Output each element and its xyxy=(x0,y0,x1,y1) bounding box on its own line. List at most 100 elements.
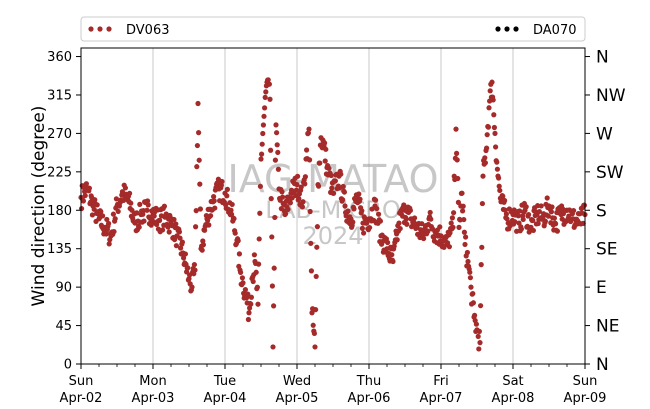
data-point-dv063 xyxy=(254,284,260,290)
x-tick-day: Sun xyxy=(573,374,598,389)
data-point-dv063 xyxy=(475,333,481,340)
data-point-dv063 xyxy=(453,126,459,132)
x-tick-day: Thu xyxy=(356,374,381,389)
data-point-dv063 xyxy=(265,77,271,83)
compass-axis: N NE E SE S SW W NW N xyxy=(585,48,626,375)
x-tick-date: Apr-09 xyxy=(564,391,607,406)
data-point-dv063 xyxy=(268,196,274,202)
data-point-dv063 xyxy=(530,227,537,234)
data-point-dv063 xyxy=(199,247,205,253)
data-point-dv063 xyxy=(113,196,119,202)
data-point-dv063 xyxy=(560,211,567,217)
data-point-dv063 xyxy=(376,211,382,217)
data-point-dv063 xyxy=(461,229,467,235)
data-point-dv063 xyxy=(463,234,469,240)
data-point-dv063 xyxy=(401,202,407,208)
data-point-dv063 xyxy=(542,218,549,224)
data-point-dv063 xyxy=(502,197,508,204)
data-point-dv063 xyxy=(145,198,151,204)
data-point-dv063 xyxy=(487,88,493,94)
data-point-dv063 xyxy=(373,197,379,203)
data-point-dv063 xyxy=(202,227,208,233)
data-point-dv063 xyxy=(271,303,277,309)
data-point-dv063 xyxy=(134,210,140,216)
data-point-dv063 xyxy=(83,181,89,187)
data-point-dv063 xyxy=(502,207,508,213)
data-point-dv063 xyxy=(172,236,178,243)
data-point-dv063 xyxy=(112,216,118,222)
data-point-dv063 xyxy=(295,173,301,179)
data-point-dv063 xyxy=(256,236,262,242)
x-tick-day: Sat xyxy=(502,374,523,389)
data-point-dv063 xyxy=(488,81,494,87)
y-tick-label: 90 xyxy=(55,281,72,296)
data-point-dv063 xyxy=(136,224,142,230)
data-point-dv063 xyxy=(454,150,460,156)
data-point-dv063 xyxy=(188,287,194,293)
data-point-dv063 xyxy=(193,224,199,230)
data-point-dv063 xyxy=(245,316,251,323)
data-point-dv063 xyxy=(314,244,320,250)
data-point-dv063 xyxy=(98,209,104,215)
data-point-dv063 xyxy=(470,300,476,306)
data-point-dv063 xyxy=(455,199,461,205)
compass-label: S xyxy=(596,201,607,221)
data-point-dv063 xyxy=(191,261,197,268)
data-point-dv063 xyxy=(253,269,259,275)
data-point-dv063 xyxy=(176,229,182,235)
data-point-dv063 xyxy=(492,130,498,137)
data-point-dv063 xyxy=(298,184,304,190)
x-tick-date: Apr-06 xyxy=(348,391,391,406)
legend-label-da070: DA070 xyxy=(533,23,577,38)
data-point-dv063 xyxy=(465,258,471,265)
data-point-dv063 xyxy=(292,181,298,187)
data-point-dv063 xyxy=(566,213,572,219)
data-point-dv063 xyxy=(464,249,470,256)
data-point-dv063 xyxy=(407,207,413,214)
data-point-dv063 xyxy=(141,218,147,224)
data-point-dv063 xyxy=(581,202,588,208)
y-tick-label: 45 xyxy=(55,319,72,334)
data-point-dv063 xyxy=(482,155,488,161)
compass-label: SW xyxy=(596,163,624,183)
data-point-dv063 xyxy=(197,181,203,187)
x-tick-date: Apr-02 xyxy=(60,391,103,406)
data-point-dv063 xyxy=(195,100,201,107)
compass-label: E xyxy=(596,278,607,298)
data-point-dv063 xyxy=(302,181,308,187)
data-point-dv063 xyxy=(385,239,391,246)
data-point-dv063 xyxy=(551,215,558,221)
data-point-dv063 xyxy=(480,173,486,179)
data-point-dv063 xyxy=(472,312,478,318)
data-point-dv063 xyxy=(490,97,496,103)
data-point-dv063 xyxy=(193,208,199,214)
data-point-dv063 xyxy=(449,215,455,221)
data-point-dv063 xyxy=(275,149,281,156)
data-point-dv063 xyxy=(235,238,241,244)
data-point-dv063 xyxy=(178,245,184,251)
data-point-dv063 xyxy=(331,190,337,196)
data-point-dv063 xyxy=(206,222,212,228)
data-point-dv063 xyxy=(185,265,191,271)
data-point-dv063 xyxy=(470,290,476,297)
data-point-dv063 xyxy=(285,206,291,212)
data-point-dv063 xyxy=(304,147,310,153)
data-point-dv063 xyxy=(173,243,179,249)
compass-label: NE xyxy=(596,317,619,337)
data-point-dv063 xyxy=(261,113,267,119)
data-points xyxy=(78,77,588,352)
data-point-dv063 xyxy=(473,321,479,327)
legend-marker-dv063 xyxy=(88,26,112,32)
data-point-dv063 xyxy=(173,221,179,227)
data-point-dv063 xyxy=(326,165,332,171)
data-point-dv063 xyxy=(549,204,555,210)
data-point-dv063 xyxy=(251,252,257,258)
data-point-dv063 xyxy=(269,234,275,240)
data-point-dv063 xyxy=(553,221,559,227)
data-point-dv063 xyxy=(161,203,167,209)
x-tick-day: Tue xyxy=(213,374,236,389)
data-point-dv063 xyxy=(310,322,316,328)
data-point-dv063 xyxy=(340,197,346,203)
data-point-dv063 xyxy=(171,216,177,223)
